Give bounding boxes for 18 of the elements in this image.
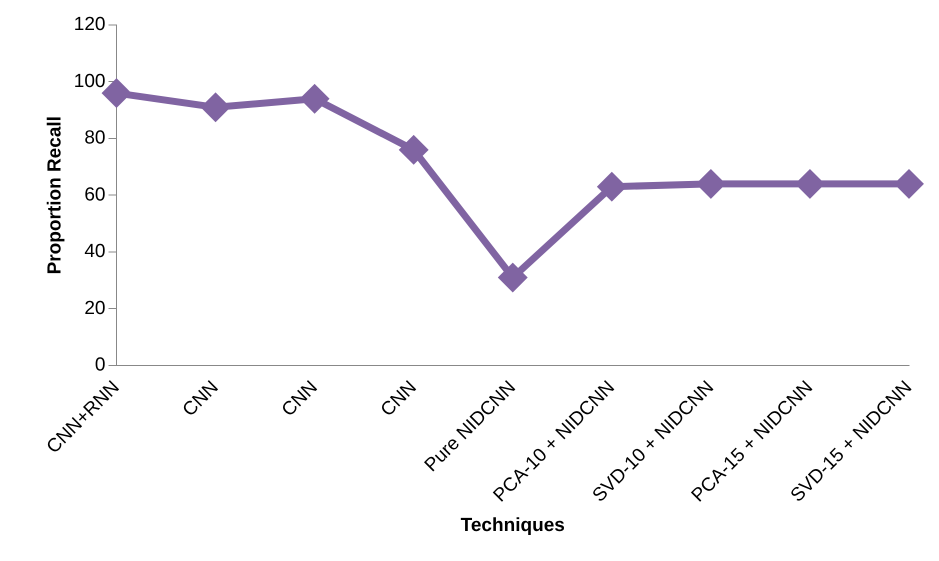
y-tick-label: 0 bbox=[94, 354, 106, 376]
x-axis-title: Techniques bbox=[460, 514, 565, 536]
point bbox=[499, 264, 526, 292]
point bbox=[697, 170, 724, 198]
y-tick-label: 40 bbox=[84, 241, 106, 262]
point bbox=[796, 170, 824, 198]
point bbox=[400, 136, 428, 164]
point bbox=[301, 85, 328, 112]
point bbox=[896, 170, 922, 198]
y-tick-label: 20 bbox=[84, 298, 106, 319]
y-axis-title: Proportion Recall bbox=[44, 116, 66, 274]
y-tick-label: 60 bbox=[84, 184, 106, 206]
point bbox=[103, 80, 130, 107]
point bbox=[202, 94, 230, 121]
y-tick-label: 100 bbox=[74, 70, 106, 92]
point bbox=[598, 173, 626, 200]
y-tick-label: 80 bbox=[84, 128, 106, 149]
y-tick-label: 120 bbox=[74, 14, 106, 36]
